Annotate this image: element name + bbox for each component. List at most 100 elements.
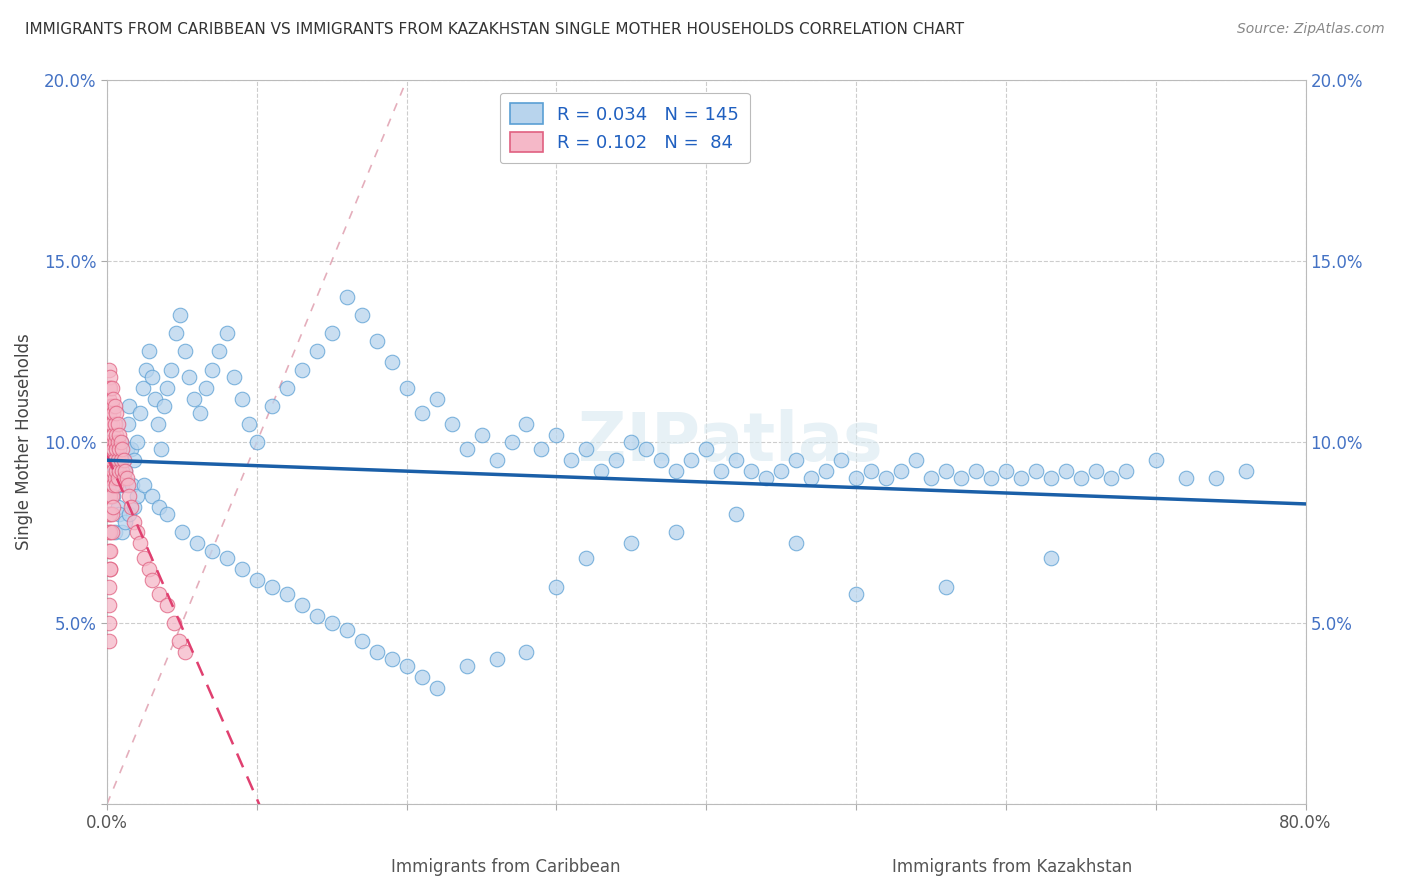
Point bbox=[122, 500, 145, 515]
Point bbox=[100, 489, 122, 503]
Point bbox=[129, 536, 152, 550]
Point bbox=[108, 453, 131, 467]
Point bbox=[636, 442, 658, 457]
Point bbox=[291, 362, 314, 376]
Point bbox=[129, 406, 152, 420]
Point bbox=[141, 489, 163, 503]
Point bbox=[103, 471, 125, 485]
Text: Source: ZipAtlas.com: Source: ZipAtlas.com bbox=[1237, 22, 1385, 37]
Point bbox=[276, 587, 298, 601]
Point bbox=[650, 453, 672, 467]
Point bbox=[138, 344, 160, 359]
Point bbox=[665, 525, 688, 540]
Point bbox=[100, 525, 122, 540]
Point bbox=[98, 471, 121, 485]
Point bbox=[575, 550, 598, 565]
Point bbox=[101, 489, 124, 503]
Point bbox=[1039, 550, 1062, 565]
Point bbox=[107, 500, 129, 515]
Point bbox=[276, 381, 298, 395]
Point bbox=[224, 369, 246, 384]
Point bbox=[121, 478, 143, 492]
Point bbox=[100, 453, 122, 467]
Point bbox=[1099, 471, 1122, 485]
Point bbox=[156, 598, 179, 612]
Point bbox=[138, 562, 160, 576]
Point bbox=[110, 434, 132, 449]
Point bbox=[186, 536, 208, 550]
Point bbox=[725, 508, 748, 522]
Point bbox=[146, 417, 169, 431]
Point bbox=[890, 464, 912, 478]
Point bbox=[381, 355, 404, 369]
Point bbox=[845, 587, 868, 601]
Point bbox=[156, 381, 179, 395]
Point bbox=[118, 399, 141, 413]
Point bbox=[100, 417, 122, 431]
Point bbox=[105, 427, 128, 442]
Point bbox=[1054, 464, 1077, 478]
Point bbox=[395, 381, 418, 395]
Point bbox=[785, 536, 807, 550]
Point bbox=[111, 478, 134, 492]
Point bbox=[143, 392, 166, 406]
Point bbox=[546, 427, 568, 442]
Point bbox=[1174, 471, 1197, 485]
Point bbox=[515, 417, 537, 431]
Point bbox=[980, 471, 1002, 485]
Point bbox=[98, 399, 121, 413]
Point bbox=[125, 525, 148, 540]
Point bbox=[456, 442, 478, 457]
Point bbox=[107, 417, 129, 431]
Point bbox=[100, 471, 122, 485]
Point bbox=[97, 417, 120, 431]
Point bbox=[485, 652, 508, 666]
Legend: R = 0.034   N = 145, R = 0.102   N =  84: R = 0.034 N = 145, R = 0.102 N = 84 bbox=[499, 93, 749, 163]
Point bbox=[170, 525, 193, 540]
Y-axis label: Single Mother Households: Single Mother Households bbox=[15, 334, 32, 550]
Point bbox=[1025, 464, 1047, 478]
Point bbox=[101, 478, 124, 492]
Point bbox=[112, 453, 135, 467]
Point bbox=[118, 508, 141, 522]
Point bbox=[201, 362, 224, 376]
Point bbox=[98, 489, 121, 503]
Point bbox=[112, 471, 135, 485]
Point bbox=[440, 417, 463, 431]
Point bbox=[100, 434, 122, 449]
Point bbox=[321, 326, 343, 341]
Point bbox=[118, 489, 141, 503]
Point bbox=[98, 562, 121, 576]
Point bbox=[411, 406, 433, 420]
Point bbox=[620, 434, 643, 449]
Point bbox=[860, 464, 883, 478]
Point bbox=[107, 434, 129, 449]
Point bbox=[108, 442, 131, 457]
Point bbox=[98, 508, 121, 522]
Point bbox=[695, 442, 717, 457]
Point bbox=[501, 434, 523, 449]
Point bbox=[125, 434, 148, 449]
Point bbox=[149, 442, 172, 457]
Point bbox=[105, 442, 128, 457]
Point bbox=[108, 464, 131, 478]
Point bbox=[291, 598, 314, 612]
Point bbox=[101, 442, 124, 457]
Point bbox=[101, 464, 124, 478]
Point bbox=[115, 471, 138, 485]
Point bbox=[231, 392, 253, 406]
Point bbox=[111, 464, 134, 478]
Point bbox=[1144, 453, 1167, 467]
Point bbox=[426, 392, 449, 406]
Point bbox=[110, 434, 132, 449]
Point bbox=[156, 508, 179, 522]
Point bbox=[179, 369, 201, 384]
Point bbox=[101, 500, 124, 515]
Point bbox=[114, 464, 136, 478]
Point bbox=[163, 615, 186, 630]
Point bbox=[112, 453, 135, 467]
Text: Immigrants from Kazakhstan: Immigrants from Kazakhstan bbox=[893, 858, 1132, 876]
Point bbox=[101, 392, 124, 406]
Point bbox=[426, 681, 449, 695]
Point bbox=[98, 543, 121, 558]
